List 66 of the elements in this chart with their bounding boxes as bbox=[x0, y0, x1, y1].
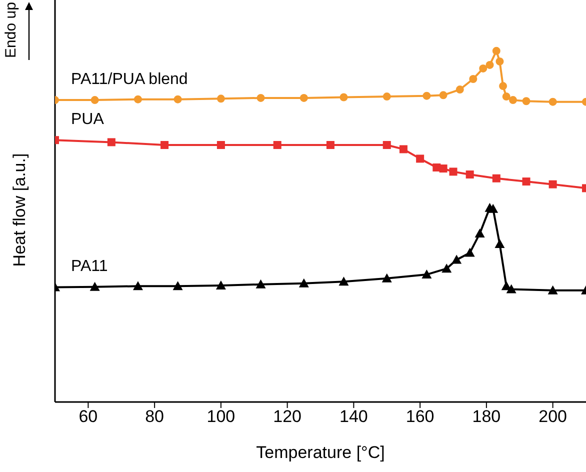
point bbox=[160, 141, 169, 149]
point bbox=[522, 97, 530, 106]
x-tick-label: 80 bbox=[145, 407, 164, 426]
x-tick-label: 60 bbox=[78, 407, 98, 426]
point bbox=[506, 284, 516, 294]
x-tick-label: 180 bbox=[472, 407, 501, 426]
point bbox=[216, 141, 225, 149]
point bbox=[548, 285, 558, 294]
point bbox=[174, 95, 182, 104]
text: Endo up bbox=[2, 2, 20, 58]
point bbox=[522, 178, 530, 186]
point bbox=[488, 204, 498, 213]
point bbox=[298, 278, 309, 288]
x-axis-title: Temperature [°C] bbox=[256, 443, 385, 462]
series-label: PA11 bbox=[71, 258, 108, 276]
y-axis-title: Heat flow [a.u.] bbox=[10, 153, 30, 267]
point bbox=[90, 282, 100, 291]
point bbox=[256, 279, 266, 288]
point bbox=[216, 280, 226, 290]
x-tick-label: 140 bbox=[340, 407, 368, 426]
point bbox=[132, 281, 143, 290]
point bbox=[216, 94, 225, 103]
point bbox=[107, 138, 116, 146]
point bbox=[548, 98, 557, 106]
point bbox=[326, 141, 334, 149]
point bbox=[494, 239, 505, 248]
point bbox=[340, 93, 348, 102]
point bbox=[479, 64, 488, 72]
x-tick-label: 160 bbox=[406, 407, 434, 426]
point bbox=[499, 82, 508, 90]
point bbox=[422, 270, 432, 279]
point bbox=[492, 174, 500, 182]
point bbox=[464, 248, 475, 257]
point bbox=[382, 141, 391, 149]
point bbox=[496, 57, 504, 66]
point bbox=[134, 95, 142, 104]
point bbox=[416, 154, 424, 163]
point bbox=[172, 281, 183, 290]
point bbox=[548, 180, 557, 188]
point bbox=[474, 228, 485, 238]
point bbox=[452, 254, 462, 264]
point bbox=[486, 60, 494, 69]
point bbox=[399, 145, 408, 154]
point bbox=[469, 74, 478, 83]
point bbox=[508, 96, 517, 104]
point bbox=[492, 46, 500, 55]
point bbox=[449, 168, 458, 176]
point bbox=[338, 276, 349, 286]
point bbox=[273, 141, 282, 149]
point bbox=[422, 92, 431, 100]
point bbox=[466, 170, 474, 178]
point bbox=[256, 94, 265, 102]
point bbox=[456, 86, 464, 94]
x-tick-label: 100 bbox=[206, 407, 236, 426]
x-tick-label: 120 bbox=[273, 407, 302, 426]
point bbox=[382, 273, 392, 282]
point bbox=[300, 94, 308, 102]
point bbox=[442, 264, 452, 273]
point bbox=[439, 91, 448, 100]
point bbox=[90, 96, 99, 104]
point bbox=[382, 92, 391, 101]
x-tick-label: 200 bbox=[538, 407, 567, 426]
series-label: PUA bbox=[71, 111, 104, 128]
point bbox=[502, 92, 510, 101]
series-label: PA11/PUA blend bbox=[71, 71, 188, 88]
point bbox=[439, 164, 448, 173]
